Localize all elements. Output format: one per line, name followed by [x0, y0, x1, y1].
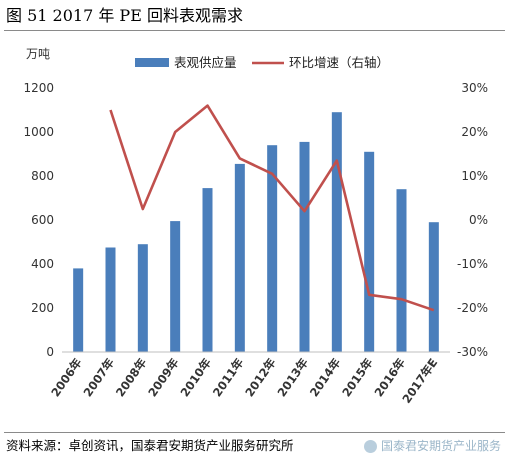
bar — [137, 244, 148, 352]
chart: 表观供应量 环比增速（右轴） 万吨 0 200 400 600 800 1000 1200 -… — [23, 47, 488, 406]
bar — [331, 112, 342, 352]
growth-line — [109, 104, 435, 312]
bar — [299, 141, 310, 352]
left-axis: 0 200 400 600 800 1000 1200 — [23, 81, 54, 359]
right-tick-label: 10% — [461, 169, 488, 183]
category-label: 2014年 — [307, 355, 344, 399]
category-label: 2007年 — [81, 355, 118, 399]
bar — [234, 163, 245, 352]
bar — [170, 221, 181, 352]
category-label: 2011年 — [210, 355, 247, 399]
x-axis-labels: 2006年2007年2008年2009年2010年2011年2012年2013年… — [48, 355, 440, 406]
bar-series — [73, 112, 439, 352]
chart-title: 图 51 2017 年 PE 回料表观需求 — [6, 6, 243, 25]
category-label: 2015年 — [339, 355, 376, 399]
bar — [73, 268, 84, 352]
bar — [267, 145, 278, 352]
bar — [364, 151, 375, 352]
watermark-text: 国泰君安期货产业服务 — [381, 439, 502, 453]
left-tick-label: 1000 — [23, 125, 54, 139]
right-axis: -30% -20% -10% 0% 10% 20% 30% — [457, 81, 488, 359]
category-label: 2009年 — [145, 355, 182, 399]
line-series — [109, 104, 435, 312]
logo-icon — [364, 439, 377, 453]
bar — [396, 189, 407, 352]
bar — [428, 222, 439, 352]
source-note: 资料来源：卓创资讯，国泰君安期货产业服务研究所 — [6, 438, 294, 453]
right-tick-label: -30% — [457, 345, 488, 359]
legend-bar-label: 表观供应量 — [174, 55, 237, 70]
left-tick-label: 400 — [31, 257, 54, 271]
category-label: 2013年 — [275, 355, 312, 399]
left-tick-label: 0 — [46, 345, 54, 359]
left-tick-label: 600 — [31, 213, 54, 227]
bar — [202, 188, 213, 352]
legend: 表观供应量 环比增速（右轴） — [135, 55, 389, 70]
legend-bar-swatch — [135, 58, 169, 67]
category-label: 2006年 — [48, 355, 85, 399]
title-divider — [4, 30, 505, 31]
bar — [105, 247, 116, 352]
watermark: 国泰君安期货产业服务 — [364, 436, 504, 456]
right-tick-label: -10% — [457, 257, 488, 271]
right-tick-label: 0% — [469, 213, 488, 227]
legend-line-label: 环比增速（右轴） — [289, 55, 389, 70]
category-label: 2008年 — [113, 355, 150, 399]
source-divider — [4, 432, 505, 433]
category-label: 2010年 — [178, 355, 215, 399]
y-axis-unit-label: 万吨 — [26, 47, 50, 61]
right-tick-label: 20% — [461, 125, 488, 139]
left-tick-label: 200 — [31, 301, 54, 315]
right-tick-label: -20% — [457, 301, 488, 315]
left-tick-label: 800 — [31, 169, 54, 183]
right-tick-label: 30% — [461, 81, 488, 95]
category-label: 2012年 — [242, 355, 279, 399]
left-tick-label: 1200 — [23, 81, 54, 95]
